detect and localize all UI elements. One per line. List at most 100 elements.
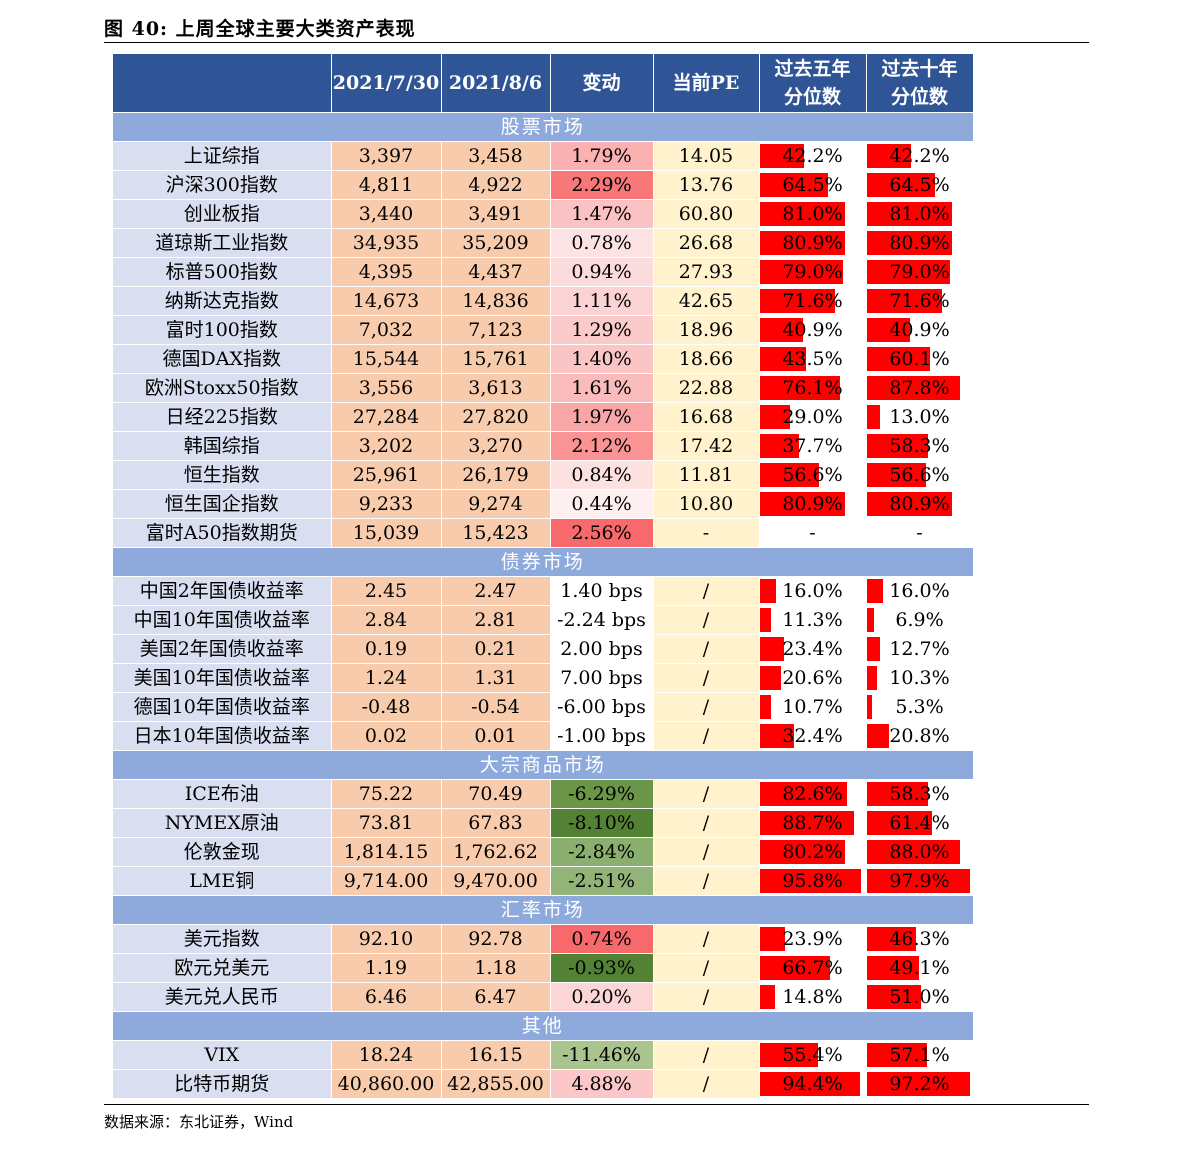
percentile-10y-cell: 61.4%: [866, 808, 974, 838]
value-0806-cell: 4,437: [441, 257, 551, 287]
pe-cell: 11.81: [653, 460, 760, 490]
value-0730-cell: 3,440: [331, 199, 442, 229]
change-cell: 0.74%: [550, 924, 654, 954]
value-0730-cell: 3,397: [331, 141, 442, 171]
percentile-bar: [866, 869, 971, 893]
table-row: 富时100指数 7,032 7,123 1.29% 18.96 40.9% 40.9%: [113, 315, 974, 345]
pe-cell: /: [653, 866, 760, 896]
percentile-text: 64.5%: [889, 174, 950, 196]
percentile-text: 32.4%: [782, 725, 843, 747]
change-cell: 2.00 bps: [550, 634, 654, 664]
section-title: 汇率市场: [113, 895, 974, 925]
value-0806-cell: 15,761: [441, 344, 551, 374]
section-row: 债券市场: [113, 547, 974, 577]
percentile-bar: [866, 956, 919, 980]
percentile-5y-cell: 29.0%: [759, 402, 867, 432]
percentile-text: 56.6%: [782, 464, 843, 486]
percentile-10y-cell: 5.3%: [866, 692, 974, 722]
value-0730-cell: 18.24: [331, 1040, 442, 1070]
percentile-bar: [759, 376, 841, 400]
value-0730-cell: 1.24: [331, 663, 442, 693]
table-row: 上证综指 3,397 3,458 1.79% 14.05 42.2% 42.2%: [113, 141, 974, 171]
pe-cell: /: [653, 634, 760, 664]
change-cell: 1.40%: [550, 344, 654, 374]
percentile-5y-cell: 32.4%: [759, 721, 867, 751]
value-0730-cell: 3,556: [331, 373, 442, 403]
percentile-5y-cell: 14.8%: [759, 982, 867, 1012]
percentile-bar: [866, 927, 916, 951]
percentile-text: 37.7%: [782, 435, 843, 457]
percentile-bar: [759, 956, 831, 980]
percentile-10y-cell: 57.1%: [866, 1040, 974, 1070]
asset-name-cell: LME铜: [113, 866, 332, 896]
percentile-text: 61.4%: [889, 812, 950, 834]
table-row: 中国2年国债收益率 2.45 2.47 1.40 bps/ 16.0% 16.0%: [113, 576, 974, 606]
pe-cell: 22.88: [653, 373, 760, 403]
value-0806-cell: 3,458: [441, 141, 551, 171]
value-0806-cell: 3,491: [441, 199, 551, 229]
change-cell: 1.40 bps: [550, 576, 654, 606]
percentile-text: 16.0%: [782, 580, 843, 602]
percentile-bar: [759, 782, 848, 806]
pe-cell: 14.05: [653, 141, 760, 171]
asset-name-cell: 欧洲Stoxx50指数: [113, 373, 332, 403]
percentile-bar: [866, 318, 910, 342]
percentile-text: 88.7%: [782, 812, 843, 834]
percentile-text: 6.9%: [895, 609, 944, 631]
value-0806-cell: 27,820: [441, 402, 551, 432]
table-row: 沪深300指数 4,811 4,922 2.29% 13.76 64.5% 64.5%: [113, 170, 974, 200]
change-cell: -1.00 bps: [550, 721, 654, 751]
change-cell: 2.56%: [550, 518, 654, 548]
percentile-text: 10.7%: [782, 696, 843, 718]
percentile-bar: [759, 985, 776, 1009]
section-row: 其他: [113, 1011, 974, 1041]
percentile-5y-cell: 23.4%: [759, 634, 867, 664]
percentile-text: 20.6%: [782, 667, 843, 689]
value-0730-cell: 73.81: [331, 808, 442, 838]
percentile-5y-cell: 55.4%: [759, 1040, 867, 1070]
change-cell: 1.61%: [550, 373, 654, 403]
header-cell: 2021/7/30: [331, 54, 442, 113]
percentile-10y-cell: 88.0%: [866, 837, 974, 867]
change-cell: 2.12%: [550, 431, 654, 461]
percentile-bar: [759, 1043, 819, 1067]
value-0730-cell: 4,811: [331, 170, 442, 200]
percentile-5y-cell: 80.2%: [759, 837, 867, 867]
change-cell: 1.97%: [550, 402, 654, 432]
pe-cell: -: [653, 518, 760, 548]
table-row: 美国10年国债收益率 1.24 1.31 7.00 bps/ 20.6% 10.3%: [113, 663, 974, 693]
change-cell: 1.47%: [550, 199, 654, 229]
percentile-text: 16.0%: [889, 580, 950, 602]
percentile-bar: [866, 579, 884, 603]
percentile-text: 97.2%: [889, 1073, 950, 1095]
value-0730-cell: 0.19: [331, 634, 442, 664]
header-cell: 2021/8/6: [441, 54, 551, 113]
percentile-text: -: [809, 522, 816, 544]
section-title: 其他: [113, 1011, 974, 1041]
percentile-text: 43.5%: [782, 348, 843, 370]
pe-cell: 60.80: [653, 199, 760, 229]
change-cell: 4.88%: [550, 1069, 654, 1099]
pe-cell: 16.68: [653, 402, 760, 432]
percentile-bar: [866, 1043, 928, 1067]
pe-cell: /: [653, 721, 760, 751]
pe-cell: /: [653, 1069, 760, 1099]
percentile-text: 5.3%: [895, 696, 944, 718]
percentile-5y-cell: 16.0%: [759, 576, 867, 606]
asset-name-cell: 沪深300指数: [113, 170, 332, 200]
asset-name-cell: 伦敦金现: [113, 837, 332, 867]
table-row: 美元指数 92.10 92.78 0.74%/ 23.9% 46.3%: [113, 924, 974, 954]
percentile-10y-cell: 64.5%: [866, 170, 974, 200]
value-0730-cell: 27,284: [331, 402, 442, 432]
percentile-10y-cell: 80.9%: [866, 228, 974, 258]
pe-cell: /: [653, 779, 760, 809]
table-row: 恒生国企指数 9,233 9,274 0.44% 10.80 80.9% 80.9%: [113, 489, 974, 519]
percentile-bar: [759, 289, 836, 313]
table-row: ICE布油 75.22 70.49 -6.29%/ 82.6% 58.3%: [113, 779, 974, 809]
value-0730-cell: 34,935: [331, 228, 442, 258]
percentile-bar: [866, 376, 960, 400]
pe-cell: /: [653, 953, 760, 983]
percentile-bar: [759, 318, 803, 342]
percentile-5y-cell: 80.9%: [759, 228, 867, 258]
percentile-bar: [866, 289, 943, 313]
